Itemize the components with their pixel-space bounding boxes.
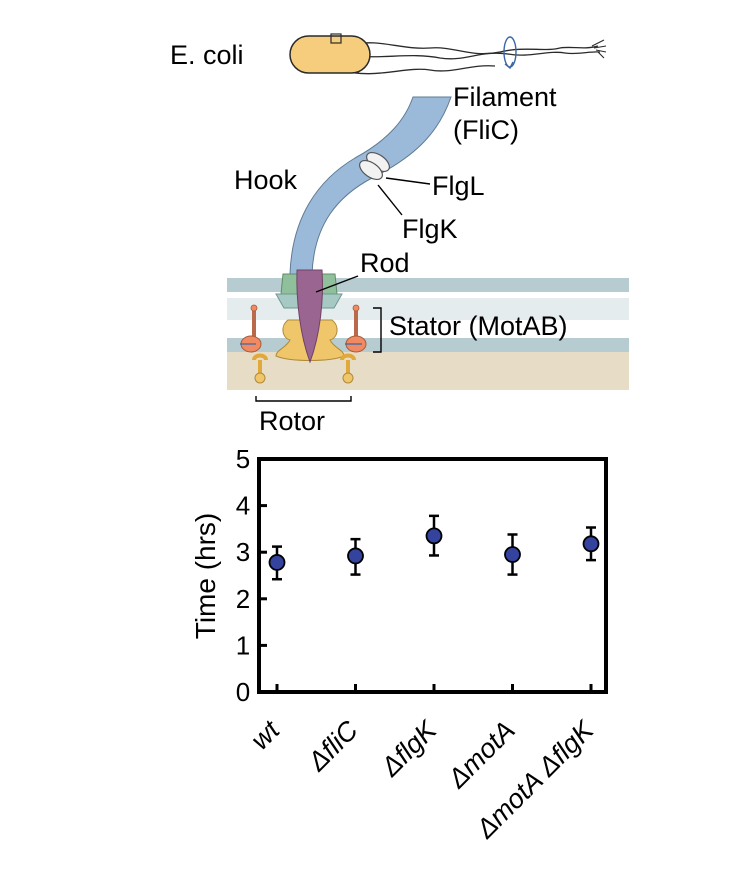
ecoli-label: E. coli xyxy=(170,40,244,70)
data-point xyxy=(584,536,599,551)
error-bars xyxy=(272,516,596,579)
rotor-label: Rotor xyxy=(259,406,325,436)
y-tick-label: 4 xyxy=(236,491,250,521)
stator-label: Stator (MotAB) xyxy=(389,311,568,341)
flagellum-end-tuft xyxy=(592,40,606,58)
flgK-leader-line xyxy=(378,185,402,215)
y-tick-label: 2 xyxy=(236,584,250,614)
data-point xyxy=(505,547,520,562)
data-point xyxy=(427,528,442,543)
y-axis-ticks: 0 1 2 3 4 5 xyxy=(236,444,267,707)
flgL-label: FlgL xyxy=(432,171,485,201)
y-tick-label: 5 xyxy=(236,444,250,474)
data-point xyxy=(270,555,285,570)
filament-label-line2: (FliC) xyxy=(453,115,519,145)
hook-label: Hook xyxy=(234,165,298,195)
rotor-bracket xyxy=(256,396,351,401)
rod-label: Rod xyxy=(360,248,410,278)
cell-body xyxy=(290,36,370,73)
y-tick-label: 1 xyxy=(236,630,250,660)
x-tick-label: ΔfliC xyxy=(301,715,364,778)
data-point xyxy=(348,548,363,563)
filament-label-line1: Filament xyxy=(453,82,557,112)
flagellar-motor-diagram xyxy=(227,97,629,401)
y-axis-label: Time (hrs) xyxy=(190,513,221,640)
y-tick-label: 0 xyxy=(236,677,250,707)
flgL-leader-line xyxy=(386,178,430,184)
flgK-label: FlgK xyxy=(402,214,458,244)
x-tick-label: ΔflgK xyxy=(375,714,443,782)
ecoli-cell-illustration xyxy=(290,34,606,74)
rotation-arrow-icon xyxy=(504,37,516,67)
x-tick-label: ΔmotA xyxy=(441,715,520,794)
y-tick-label: 3 xyxy=(236,537,250,567)
plot-frame xyxy=(259,459,606,692)
x-tick-label: wt xyxy=(245,714,286,755)
